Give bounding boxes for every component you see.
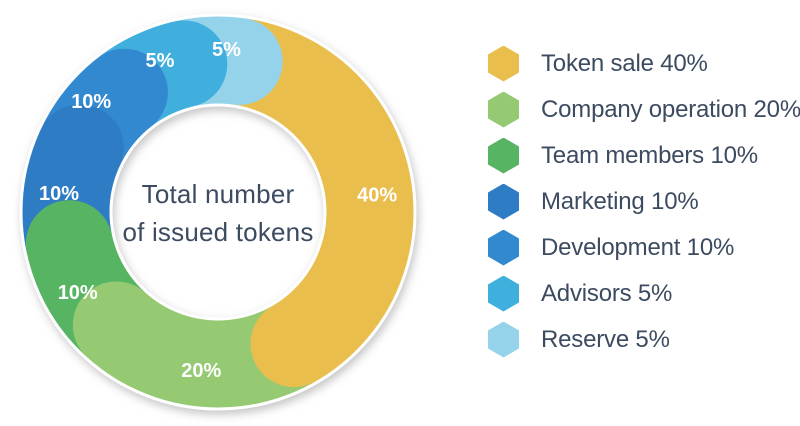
hexagon-swatch-icon (488, 275, 519, 312)
legend-item-advisors: Advisors 5% (488, 275, 800, 312)
hexagon-swatch-icon (488, 137, 519, 174)
legend-item-token-sale: Token sale 40% (488, 45, 800, 82)
legend-label: Advisors 5% (541, 279, 673, 307)
donut-center-title-line-1: Total number (142, 179, 295, 209)
segment-cap-marketing (36, 104, 124, 192)
segment-cap-token-sale (250, 300, 338, 388)
slice-label-token-sale: 40% (357, 184, 397, 206)
slice-label-advisors: 5% (145, 50, 174, 72)
legend-label: Team members 10% (541, 141, 758, 169)
slice-label-team-members: 10% (58, 282, 98, 304)
legend-item-company-operation: Company operation 20% (488, 91, 800, 128)
legend-item-marketing: Marketing 10% (488, 183, 800, 220)
donut-ring (19, 13, 417, 411)
legend-label: Reserve 5% (541, 325, 670, 353)
hexagon-swatch-icon (488, 45, 519, 82)
legend-item-reserve: Reserve 5% (488, 321, 800, 358)
legend-item-development: Development 10% (488, 229, 800, 266)
hexagon-swatch-icon (488, 183, 519, 220)
slice-label-company-operation: 20% (181, 360, 221, 382)
legend-label: Development 10% (541, 233, 735, 261)
legend: Token sale 40% Company operation 20% Tea… (488, 45, 800, 358)
ring-rim (19, 13, 417, 411)
legend-item-team-members: Team members 10% (488, 137, 800, 174)
slice-label-reserve: 5% (212, 39, 241, 61)
hexagon-swatch-icon (488, 321, 519, 358)
hexagon-swatch-icon (488, 91, 519, 128)
legend-label: Company operation 20% (541, 95, 800, 123)
ring-rim (109, 103, 327, 321)
segment-cap-company-operation (72, 281, 160, 369)
donut-center-title-line-2: of issued tokens (122, 217, 313, 247)
slice-label-marketing: 10% (39, 183, 79, 205)
donut-chart: 40% 20% 10% 10% 10% 5% 5% Total number of issued… (19, 13, 417, 411)
hexagon-swatch-icon (488, 229, 519, 266)
segment-token-sale (233, 17, 414, 382)
legend-label: Token sale 40% (541, 49, 708, 77)
slice-label-development: 10% (71, 91, 111, 113)
legend-label: Marketing 10% (541, 187, 699, 215)
segment-cap-team-members (25, 200, 113, 288)
